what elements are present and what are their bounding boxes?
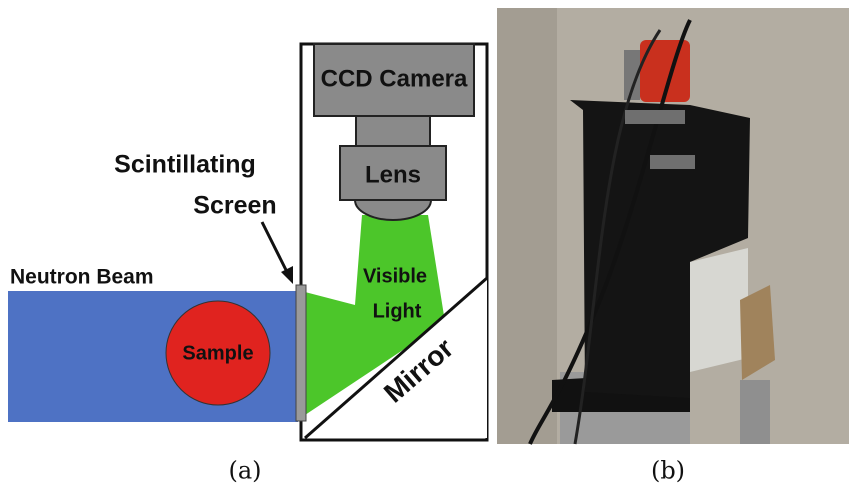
- beam-label: Neutron Beam: [10, 266, 154, 289]
- sample-label: Sample: [182, 342, 253, 364]
- screen-label: Scintillating: [114, 151, 256, 179]
- light-label: Light: [373, 300, 422, 322]
- tape: [650, 155, 695, 169]
- arrow: [262, 222, 288, 274]
- panel-a: CCD Camera Lens Mirror Visible Light Sam…: [8, 44, 487, 440]
- figure: CCD Camera Lens Mirror Visible Light Sam…: [0, 0, 849, 493]
- clear-panel: [690, 248, 748, 372]
- caption: (a): [228, 457, 261, 485]
- camera-label: CCD Camera: [321, 65, 468, 92]
- wall-shade: [497, 8, 557, 444]
- light-label: Visible: [363, 265, 427, 287]
- screen-label: Screen: [193, 192, 276, 220]
- panel-b-photo: [497, 8, 849, 444]
- tape: [625, 110, 685, 124]
- stand-leg: [740, 380, 770, 444]
- caption: (b): [651, 457, 685, 485]
- lens-label: Lens: [365, 161, 421, 188]
- lens-barrel: [356, 116, 430, 146]
- scintillating-screen: [296, 285, 306, 421]
